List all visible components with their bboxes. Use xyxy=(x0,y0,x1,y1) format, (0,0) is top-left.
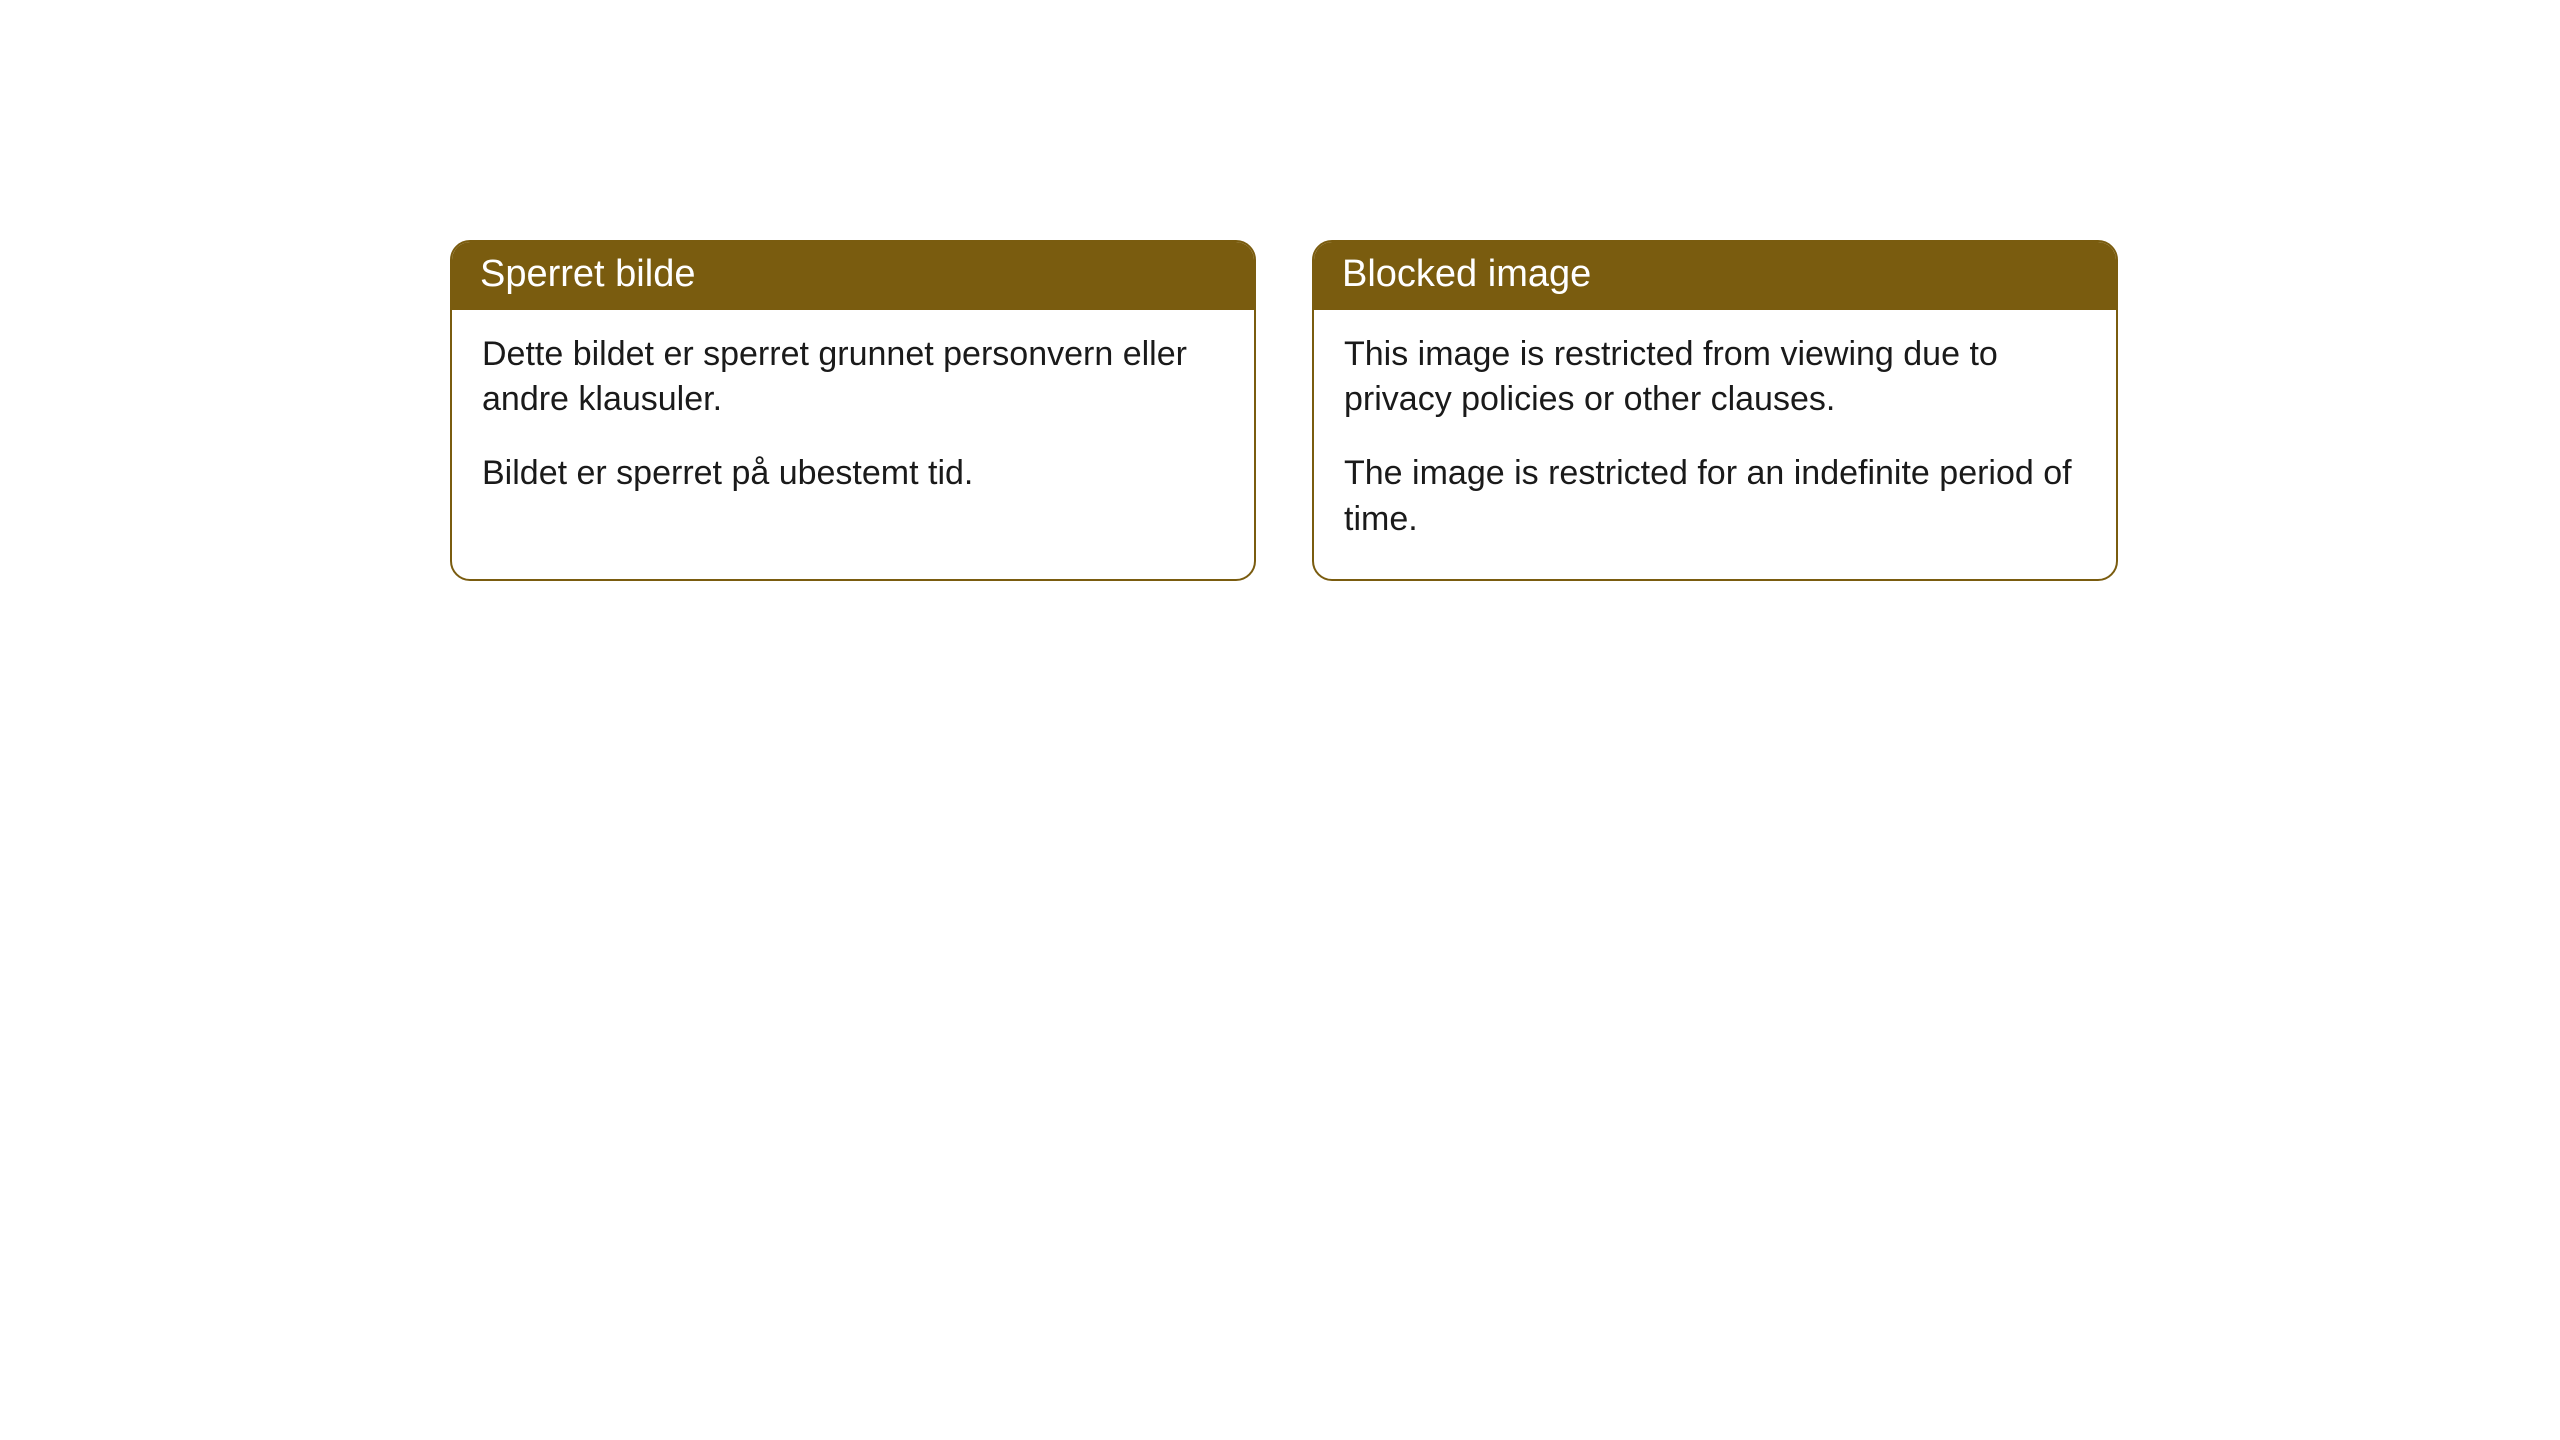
blocked-image-card-norwegian: Sperret bilde Dette bildet er sperret gr… xyxy=(450,240,1256,581)
card-paragraph: Dette bildet er sperret grunnet personve… xyxy=(482,332,1224,424)
card-paragraph: This image is restricted from viewing du… xyxy=(1344,332,2086,424)
card-paragraph: The image is restricted for an indefinit… xyxy=(1344,451,2086,543)
card-header: Sperret bilde xyxy=(452,242,1254,310)
card-body: This image is restricted from viewing du… xyxy=(1314,310,2116,580)
card-body: Dette bildet er sperret grunnet personve… xyxy=(452,310,1254,534)
card-header: Blocked image xyxy=(1314,242,2116,310)
notice-cards-container: Sperret bilde Dette bildet er sperret gr… xyxy=(450,240,2118,581)
card-paragraph: Bildet er sperret på ubestemt tid. xyxy=(482,451,1224,497)
blocked-image-card-english: Blocked image This image is restricted f… xyxy=(1312,240,2118,581)
